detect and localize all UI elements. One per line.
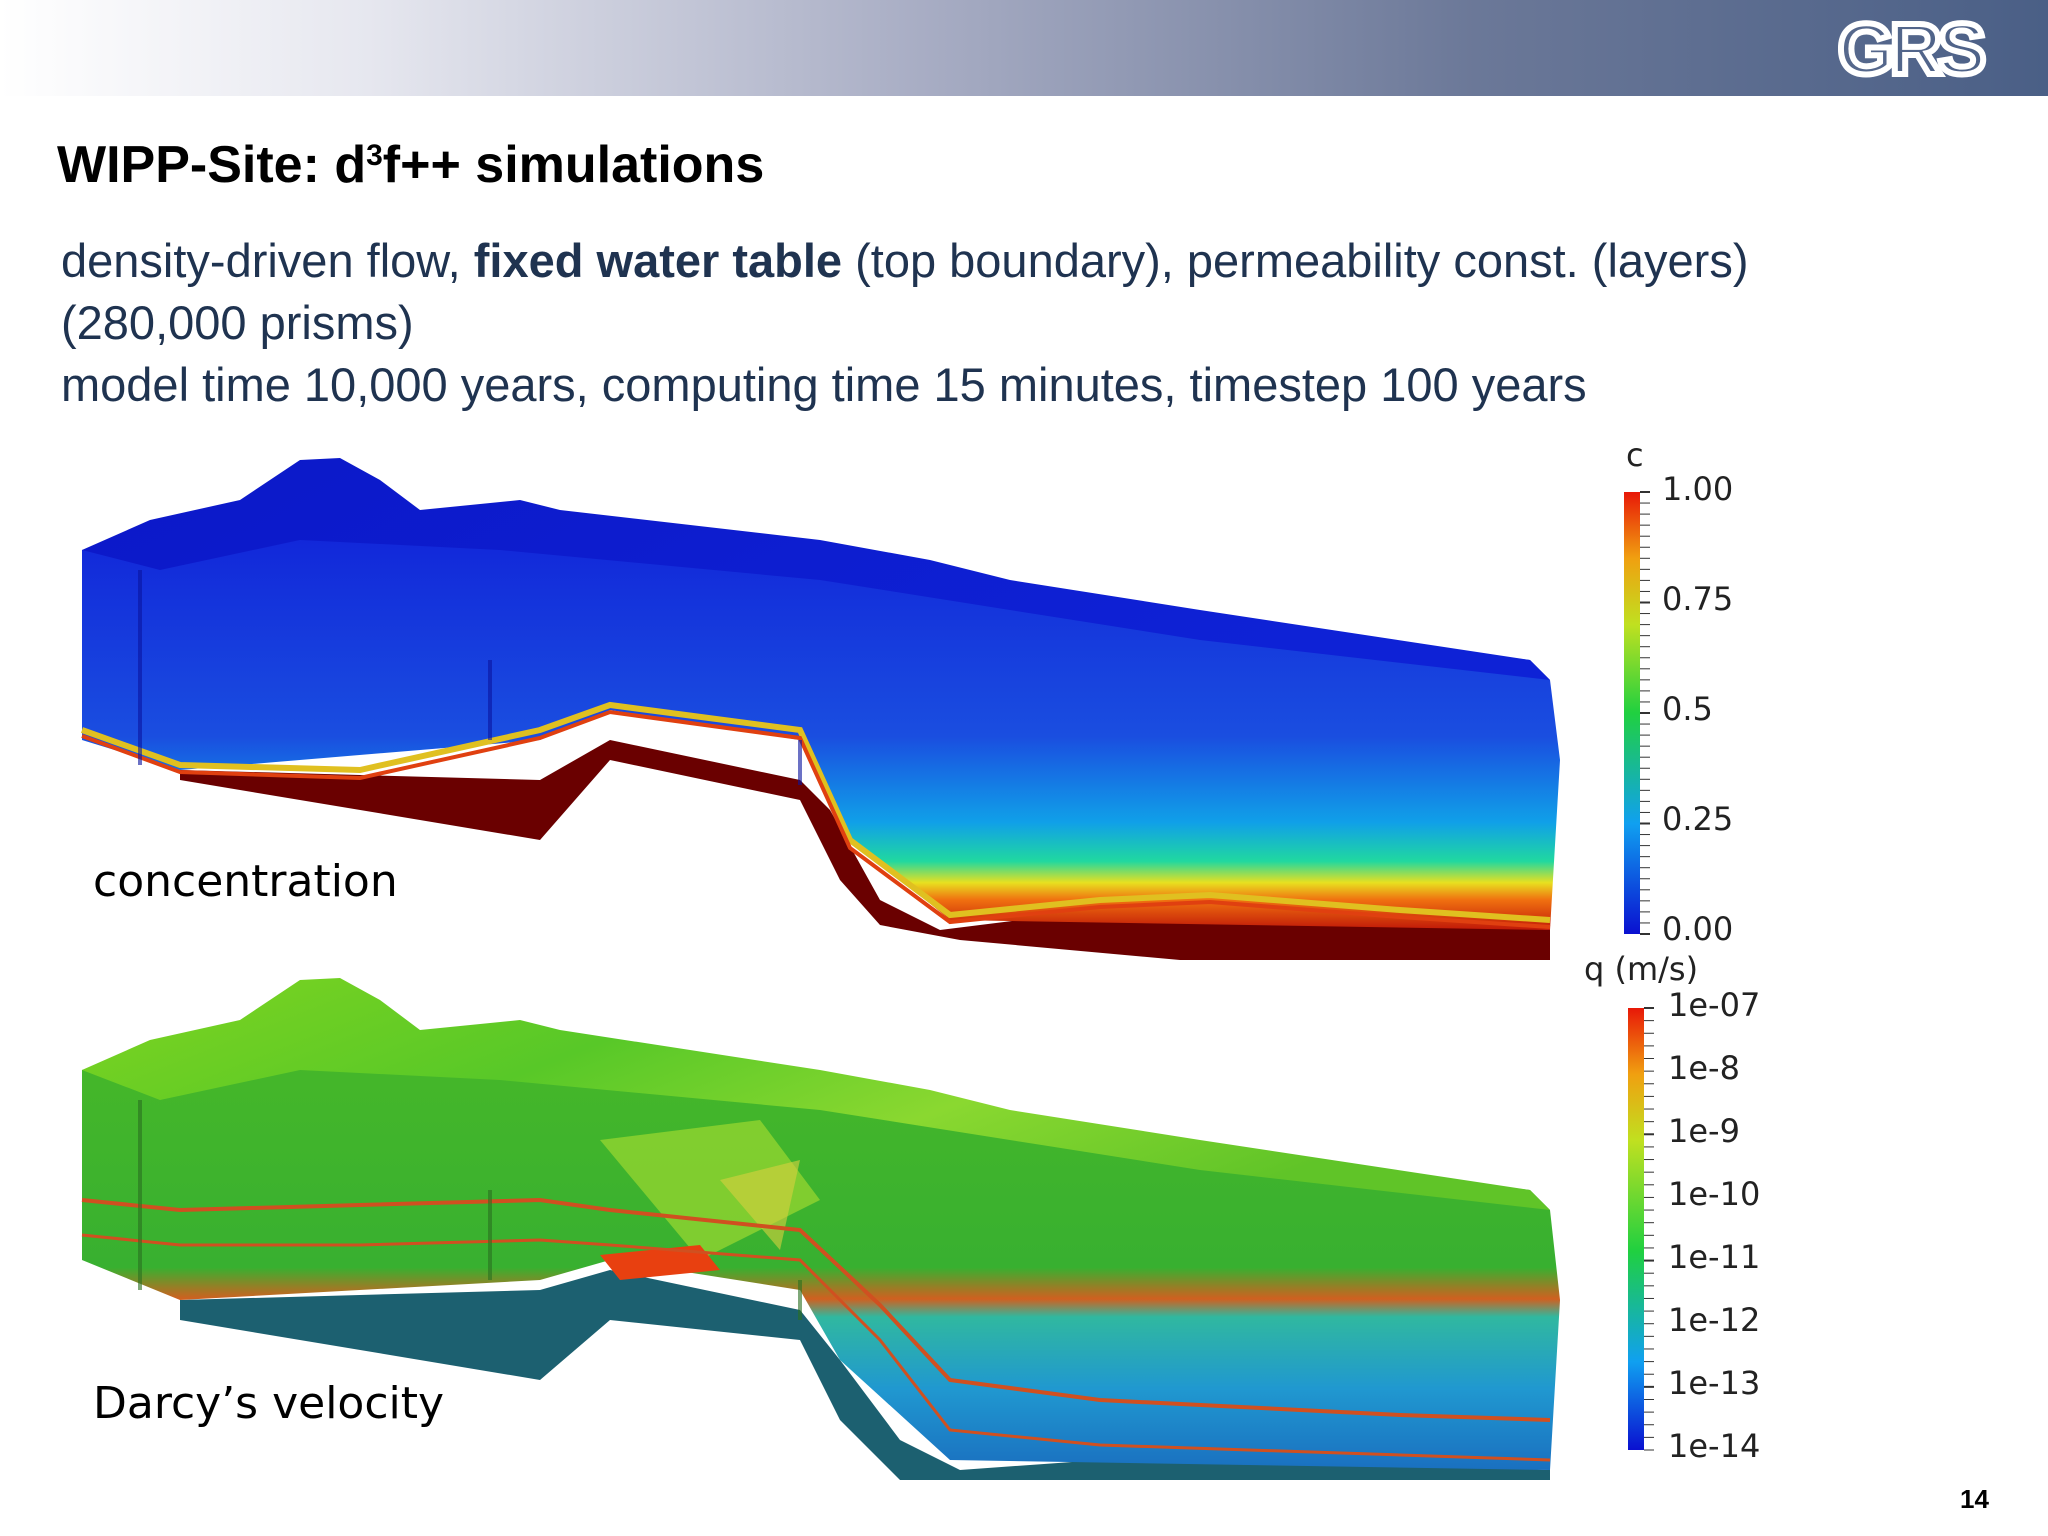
svg-text:GRS: GRS [1838, 10, 1984, 86]
page-number: 14 [1960, 1484, 1989, 1514]
concentration-colorbar [1624, 491, 1650, 935]
velocity-colorbar [1628, 1007, 1654, 1451]
velocity-colorbar-title: q (m/s) [1584, 950, 1699, 988]
velocity-tick: 1e-10 [1668, 1175, 1761, 1213]
description-line-1: density-driven flow, fixed water table (… [61, 234, 1749, 287]
concentration-tick: 0.75 [1662, 580, 1734, 618]
concentration-tick: 0.00 [1662, 910, 1734, 948]
description-line-2: (280,000 prisms) [61, 296, 414, 349]
velocity-tick: 1e-14 [1668, 1427, 1761, 1465]
velocity-tick: 1e-11 [1668, 1238, 1761, 1276]
velocity-tick: 1e-9 [1668, 1112, 1740, 1150]
velocity-tick: 1e-07 [1668, 986, 1761, 1024]
concentration-render [80, 458, 1560, 960]
simulation-renders [80, 458, 1560, 1480]
concentration-tick: 1.00 [1662, 470, 1734, 508]
velocity-tick: 1e-8 [1668, 1049, 1740, 1087]
grs-logo: GRS [1838, 10, 1991, 86]
slide-title: WIPP-Site: d3f++ simulations [57, 136, 765, 194]
concentration-colorbar-title: c [1626, 436, 1644, 474]
velocity-tick: 1e-13 [1668, 1364, 1761, 1402]
velocity-tick: 1e-12 [1668, 1301, 1761, 1339]
concentration-label: concentration [93, 856, 398, 907]
velocity-label: Darcy’s velocity [93, 1378, 445, 1429]
header-banner: GRS [0, 0, 2048, 96]
velocity-render [81, 978, 1560, 1480]
description-line-3: model time 10,000 years, computing time … [61, 358, 1587, 411]
slide-description: density-driven flow, fixed water table (… [61, 230, 1748, 416]
concentration-tick: 0.25 [1662, 800, 1734, 838]
concentration-tick: 0.5 [1662, 690, 1713, 728]
